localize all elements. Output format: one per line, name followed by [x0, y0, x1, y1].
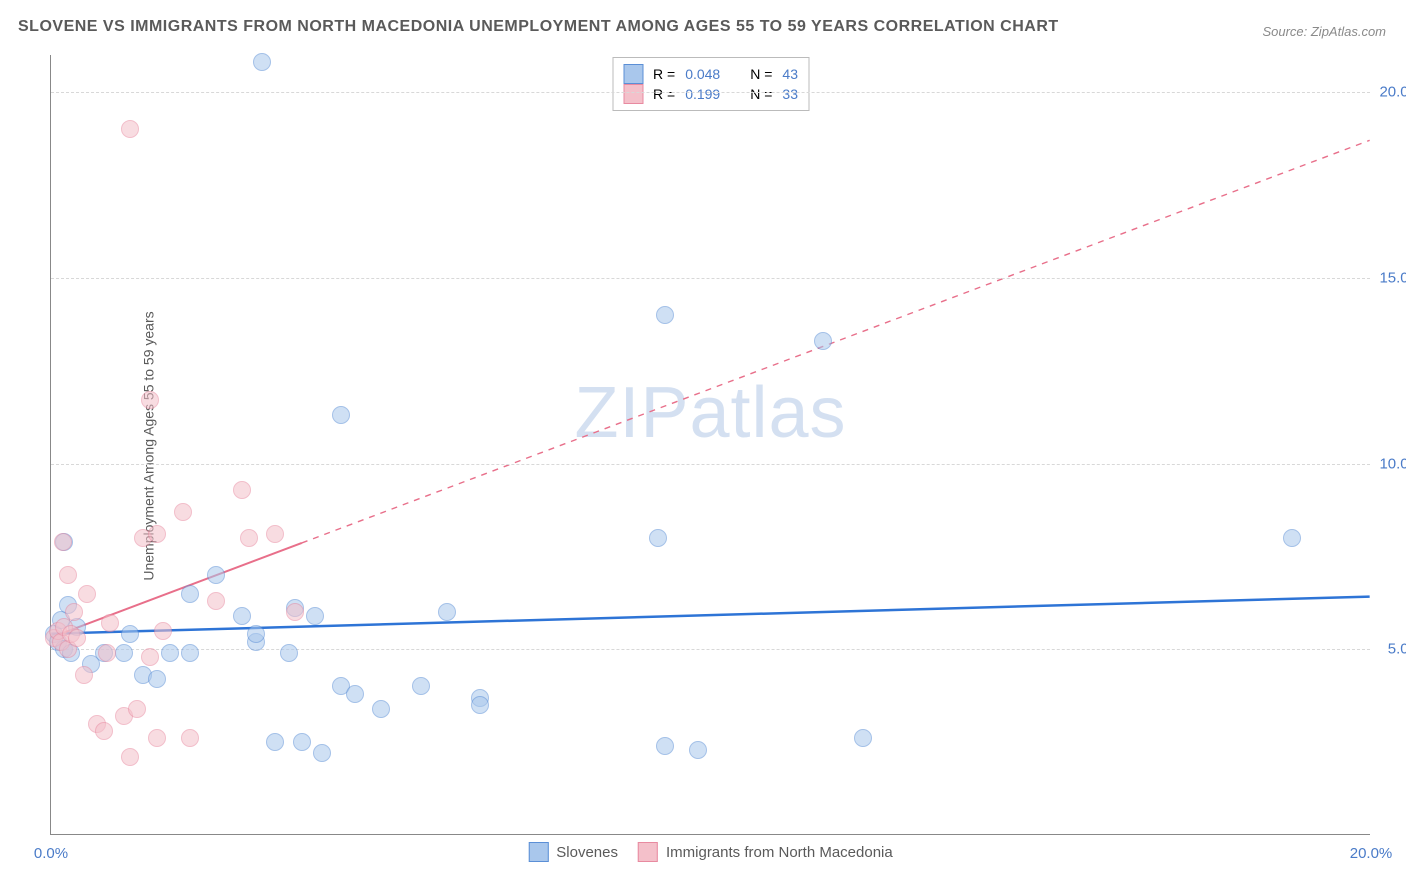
- n-label: N =: [750, 86, 772, 102]
- legend-label-slovenes: Slovenes: [556, 844, 618, 861]
- scatter-point: [332, 406, 350, 424]
- scatter-point: [148, 670, 166, 688]
- trend-lines: [51, 55, 1370, 834]
- scatter-point: [412, 677, 430, 695]
- legend-label-macedonia: Immigrants from North Macedonia: [666, 844, 893, 861]
- scatter-point: [656, 737, 674, 755]
- r-label: R =: [653, 66, 675, 82]
- scatter-point: [65, 603, 83, 621]
- legend-item-slovenes: Slovenes: [528, 842, 618, 862]
- watermark-text: ZIPatlas: [574, 372, 846, 454]
- y-tick-label: 15.0%: [1379, 269, 1406, 286]
- correlation-row-1: R = 0.048 N = 43: [623, 64, 798, 84]
- scatter-point: [286, 603, 304, 621]
- scatter-point: [68, 629, 86, 647]
- legend-swatch-slovenes: [623, 64, 643, 84]
- scatter-point: [121, 748, 139, 766]
- scatter-point: [266, 733, 284, 751]
- scatter-point: [141, 648, 159, 666]
- chart-title: SLOVENE VS IMMIGRANTS FROM NORTH MACEDON…: [18, 18, 1059, 36]
- scatter-point: [98, 644, 116, 662]
- scatter-point: [1283, 529, 1301, 547]
- n-value-slovenes: 43: [782, 66, 798, 82]
- scatter-point: [121, 120, 139, 138]
- scatter-point: [59, 566, 77, 584]
- legend-swatch-slovenes-icon: [528, 842, 548, 862]
- scatter-point: [814, 332, 832, 350]
- y-tick-label: 5.0%: [1388, 641, 1406, 658]
- correlation-legend: R = 0.048 N = 43 R = 0.199 N = 33: [612, 57, 809, 111]
- scatter-point: [174, 503, 192, 521]
- scatter-point: [121, 625, 139, 643]
- scatter-point: [313, 744, 331, 762]
- scatter-point: [689, 741, 707, 759]
- x-tick-label: 20.0%: [1350, 845, 1393, 862]
- scatter-point: [207, 592, 225, 610]
- scatter-point: [181, 729, 199, 747]
- scatter-point: [293, 733, 311, 751]
- scatter-point: [372, 700, 390, 718]
- scatter-point: [128, 700, 146, 718]
- scatter-point: [346, 685, 364, 703]
- correlation-row-2: R = 0.199 N = 33: [623, 84, 798, 104]
- scatter-point: [161, 644, 179, 662]
- legend-swatch-macedonia: [623, 84, 643, 104]
- series-legend: Slovenes Immigrants from North Macedonia: [528, 842, 892, 862]
- scatter-point: [148, 729, 166, 747]
- y-tick-label: 10.0%: [1379, 455, 1406, 472]
- scatter-point: [233, 607, 251, 625]
- scatter-point: [240, 529, 258, 547]
- scatter-point: [181, 644, 199, 662]
- scatter-point: [306, 607, 324, 625]
- scatter-point: [854, 729, 872, 747]
- scatter-point: [54, 533, 72, 551]
- scatter-point: [75, 666, 93, 684]
- r-value-slovenes: 0.048: [685, 66, 720, 82]
- r-value-macedonia: 0.199: [685, 86, 720, 102]
- scatter-point: [438, 603, 456, 621]
- scatter-point: [78, 585, 96, 603]
- scatter-point: [101, 614, 119, 632]
- legend-swatch-macedonia-icon: [638, 842, 658, 862]
- scatter-point: [656, 306, 674, 324]
- gridline: [51, 92, 1370, 93]
- y-tick-label: 20.0%: [1379, 84, 1406, 101]
- scatter-point: [233, 481, 251, 499]
- n-label: N =: [750, 66, 772, 82]
- gridline: [51, 278, 1370, 279]
- scatter-point: [181, 585, 199, 603]
- x-tick-label: 0.0%: [34, 845, 68, 862]
- scatter-point: [247, 625, 265, 643]
- scatter-point: [141, 391, 159, 409]
- scatter-point: [95, 722, 113, 740]
- n-value-macedonia: 33: [782, 86, 798, 102]
- plot-area: ZIPatlas R = 0.048 N = 43 R = 0.199 N = …: [50, 55, 1370, 835]
- scatter-point: [207, 566, 225, 584]
- legend-item-macedonia: Immigrants from North Macedonia: [638, 842, 893, 862]
- scatter-point: [154, 622, 172, 640]
- scatter-point: [280, 644, 298, 662]
- gridline: [51, 649, 1370, 650]
- r-label: R =: [653, 86, 675, 102]
- source-attribution: Source: ZipAtlas.com: [1262, 24, 1386, 39]
- scatter-point: [148, 525, 166, 543]
- scatter-point: [649, 529, 667, 547]
- gridline: [51, 464, 1370, 465]
- scatter-point: [471, 696, 489, 714]
- scatter-point: [115, 644, 133, 662]
- scatter-point: [253, 53, 271, 71]
- scatter-point: [266, 525, 284, 543]
